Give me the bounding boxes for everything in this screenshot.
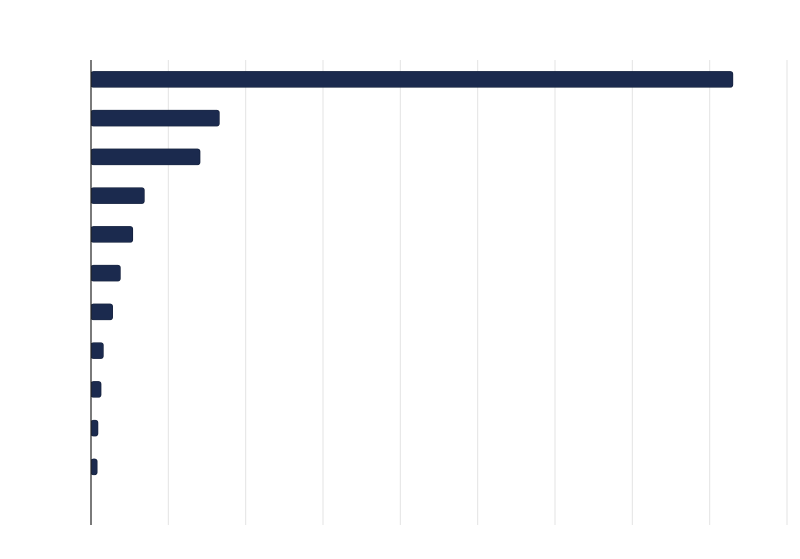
- bar: [90, 187, 145, 204]
- bar: [90, 264, 121, 282]
- bar: [90, 226, 134, 243]
- bar: [90, 109, 220, 127]
- bar: [90, 71, 734, 88]
- bar: [90, 148, 201, 166]
- bar: [90, 381, 102, 398]
- bar: [90, 342, 104, 359]
- bar: [90, 419, 99, 437]
- bar: [90, 458, 98, 476]
- bar: [90, 303, 113, 321]
